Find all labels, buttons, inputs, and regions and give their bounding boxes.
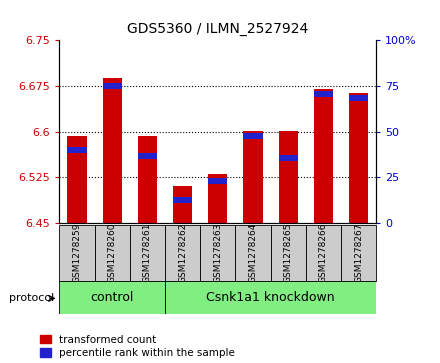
Bar	[173, 197, 192, 203]
Bar	[208, 174, 227, 223]
Bar	[138, 153, 157, 159]
Bar	[279, 155, 298, 161]
Text: protocol: protocol	[9, 293, 54, 303]
Bar	[59, 281, 165, 314]
Bar	[349, 95, 368, 101]
Bar	[235, 225, 271, 281]
Bar	[138, 136, 157, 223]
Bar	[165, 281, 376, 314]
Text: GSM1278260: GSM1278260	[108, 223, 117, 284]
Text: GSM1278259: GSM1278259	[73, 223, 81, 284]
Bar	[314, 89, 333, 223]
Bar	[306, 225, 341, 281]
Bar	[103, 78, 122, 223]
Text: GSM1278263: GSM1278263	[213, 223, 222, 284]
Bar	[103, 83, 122, 89]
Legend: transformed count, percentile rank within the sample: transformed count, percentile rank withi…	[40, 335, 235, 358]
Bar	[243, 131, 263, 223]
Text: GSM1278266: GSM1278266	[319, 223, 328, 284]
Bar	[95, 225, 130, 281]
Bar	[314, 91, 333, 97]
Bar	[279, 131, 298, 223]
Bar	[165, 225, 200, 281]
Text: GSM1278261: GSM1278261	[143, 223, 152, 284]
Bar	[59, 225, 95, 281]
Title: GDS5360 / ILMN_2527924: GDS5360 / ILMN_2527924	[127, 22, 308, 36]
Bar	[243, 133, 263, 139]
Bar	[208, 178, 227, 184]
Text: Csnk1a1 knockdown: Csnk1a1 knockdown	[206, 291, 335, 304]
Text: GSM1278262: GSM1278262	[178, 223, 187, 284]
Bar	[173, 186, 192, 223]
Text: GSM1278264: GSM1278264	[249, 223, 257, 284]
Text: control: control	[91, 291, 134, 304]
Bar	[349, 93, 368, 223]
Bar	[67, 136, 87, 223]
Bar	[271, 225, 306, 281]
Bar	[130, 225, 165, 281]
Bar	[200, 225, 235, 281]
Bar	[341, 225, 376, 281]
Text: GSM1278267: GSM1278267	[354, 223, 363, 284]
Bar	[67, 147, 87, 153]
Text: GSM1278265: GSM1278265	[284, 223, 293, 284]
